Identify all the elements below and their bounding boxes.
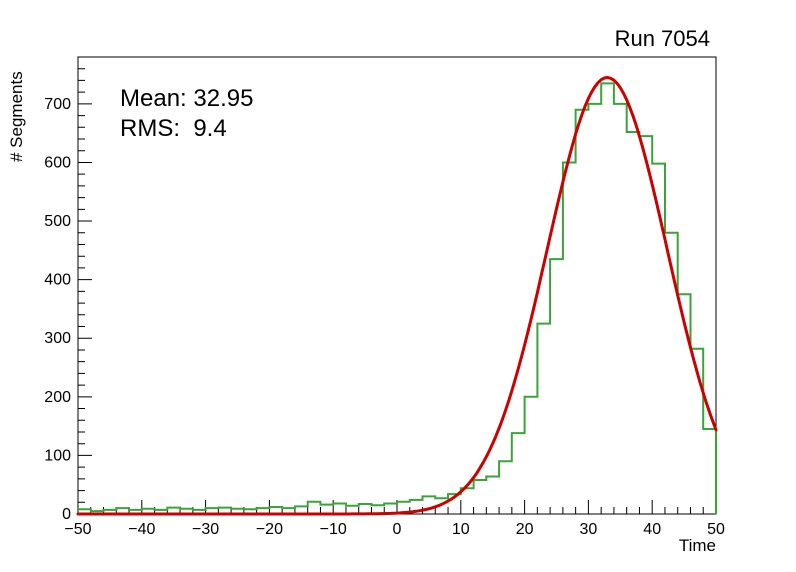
x-tick-label: −10 (320, 521, 347, 538)
y-tick-label: 100 (44, 447, 71, 464)
x-tick-label: 20 (516, 521, 534, 538)
x-tick-label: 40 (643, 521, 661, 538)
y-tick-label: 200 (44, 389, 71, 406)
gaussian-fit-curve (76, 76, 718, 516)
y-tick-label: 300 (44, 330, 71, 347)
x-tick-label: −30 (192, 521, 219, 538)
x-tick-label: −40 (128, 521, 155, 538)
stats-mean: Mean: 32.95 (120, 85, 253, 112)
x-tick-label: −50 (64, 521, 91, 538)
y-tick-label: 400 (44, 272, 71, 289)
x-tick-label: 50 (707, 521, 725, 538)
y-tick-label: 700 (44, 96, 71, 113)
x-axis-title: Time (679, 536, 716, 555)
histogram-line (78, 82, 717, 514)
y-axis-title: # Segments (7, 71, 26, 162)
y-tick-label: 0 (62, 506, 71, 523)
plot-area: −50 −40 −30 −20 −10 0 10 20 30 40 5001002003004005… (44, 56, 725, 538)
x-tick-label: 0 (393, 521, 402, 538)
y-tick-label: 500 (44, 213, 71, 230)
x-tick-label: 30 (580, 521, 598, 538)
y-tick-label: 600 (44, 154, 71, 171)
x-tick-label: −20 (256, 521, 283, 538)
plot-title: Run 7054 (615, 26, 710, 51)
stats-rms: RMS: 9.4 (120, 115, 227, 142)
x-tick-label: 10 (452, 521, 470, 538)
